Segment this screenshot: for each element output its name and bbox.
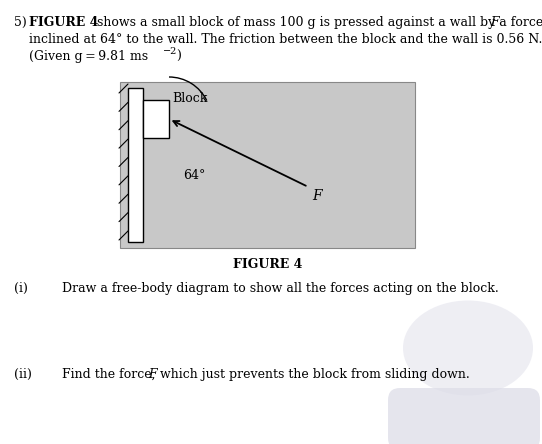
Text: (ii): (ii) [14, 368, 32, 381]
Text: (Given g = 9.81 ms: (Given g = 9.81 ms [29, 50, 148, 63]
Text: FIGURE 4: FIGURE 4 [233, 258, 302, 271]
Text: 64°: 64° [183, 169, 205, 182]
Text: ): ) [176, 50, 181, 63]
Text: −2: −2 [163, 47, 177, 56]
Text: Find the force,: Find the force, [62, 368, 158, 381]
Text: inclined at 64° to the wall. The friction between the block and the wall is 0.56: inclined at 64° to the wall. The frictio… [29, 33, 542, 46]
FancyBboxPatch shape [388, 388, 540, 444]
Text: (i): (i) [14, 282, 28, 295]
Text: F: F [490, 16, 499, 29]
Text: Draw a free-body diagram to show all the forces acting on the block.: Draw a free-body diagram to show all the… [62, 282, 499, 295]
Bar [120, 82, 415, 248]
Bar [143, 100, 169, 138]
Text: shows a small block of mass 100 g is pressed against a wall by a force,: shows a small block of mass 100 g is pre… [97, 16, 542, 29]
Text: FIGURE 4: FIGURE 4 [29, 16, 99, 29]
Ellipse shape [403, 301, 533, 396]
Text: 5): 5) [14, 16, 27, 29]
Text: Block: Block [172, 92, 208, 105]
Text: F: F [312, 189, 322, 203]
Bar [128, 88, 143, 242]
Text: which just prevents the block from sliding down.: which just prevents the block from slidi… [156, 368, 470, 381]
Text: F: F [148, 368, 157, 381]
